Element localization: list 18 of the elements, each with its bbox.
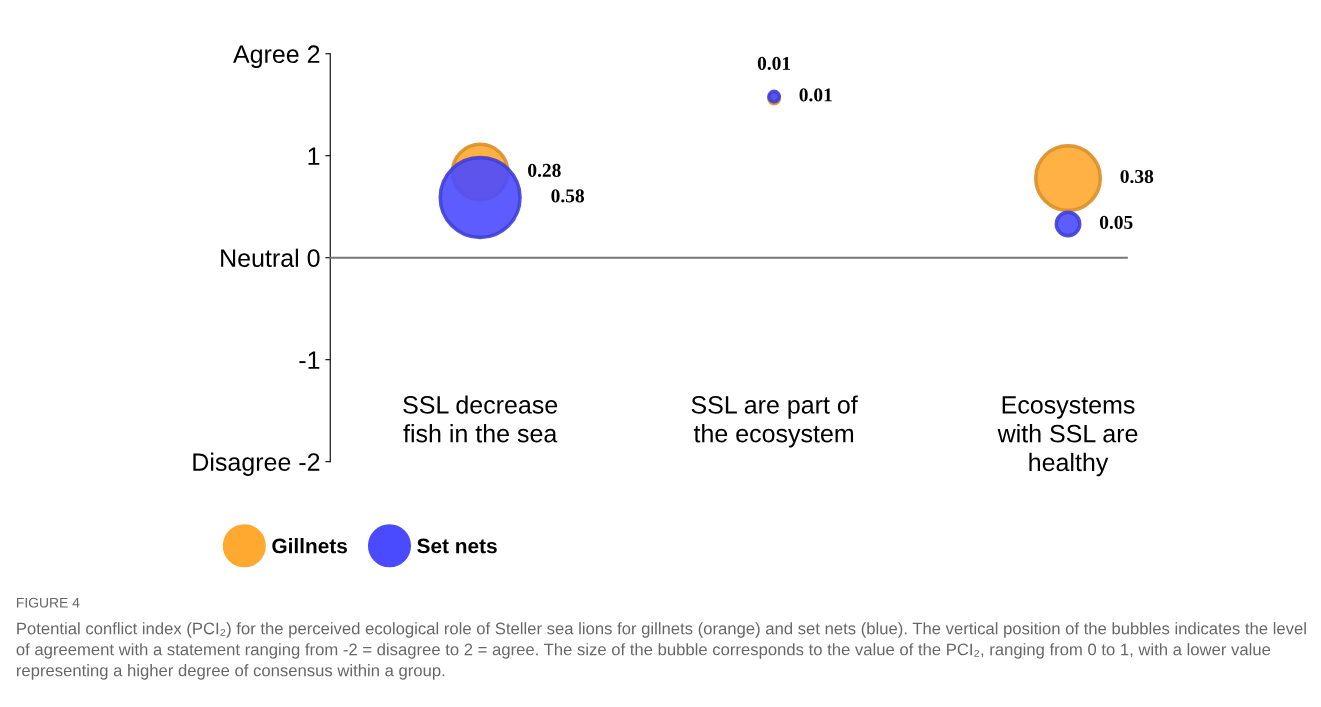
caption: FIGURE 4 bbox=[16, 597, 80, 608]
data-label: 0.05 bbox=[1099, 215, 1133, 229]
data-label: 0.01 bbox=[757, 56, 791, 71]
x-tick-label: SSL decrease fish in the sea bbox=[403, 395, 558, 443]
legend-label: Gillnets bbox=[272, 538, 347, 554]
y-tick-label: -1 bbox=[299, 351, 320, 369]
x-tick-label: Ecosystems with SSL are healthy bbox=[997, 396, 1138, 477]
legend-label: Set nets bbox=[417, 538, 497, 554]
data-label: 0.58 bbox=[551, 189, 585, 203]
y-tick-label: Neutral 0 bbox=[221, 248, 320, 268]
data-label: 0.28 bbox=[528, 163, 561, 177]
y-tick-label: 1 bbox=[308, 147, 320, 165]
text: Potential conflict index (PCI₂) for the perceived ecological role of Steller sea lions for gillnets (orange) and set nets (blue). The vertical position of the bubbles indicates the level of agreement with a statement ranging from -2 = disagree to 2 = agree. The size of the bubble corresponds to the value of the PCI₂, ranging from 0 to 1, with a lower value representing a higher degree of consensus within a group. bbox=[16, 622, 1306, 680]
data-label: 0.38 bbox=[1120, 169, 1154, 184]
data-label: 0.01 bbox=[799, 88, 832, 102]
y-tick-label: Disagree -2 bbox=[193, 452, 320, 476]
x-tick-label: SSL are part of the ecosystem bbox=[691, 395, 858, 448]
y-tick-label: Agree 2 bbox=[233, 45, 320, 68]
